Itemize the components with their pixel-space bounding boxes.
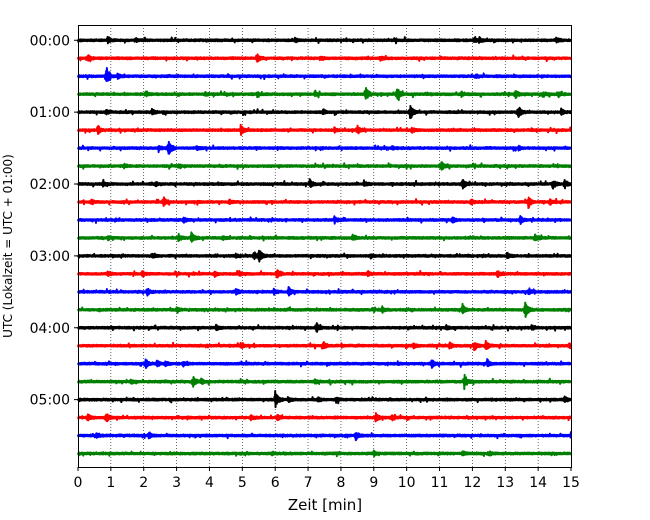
x-tick-label-10: 10 <box>398 475 416 491</box>
trace-04:00 <box>77 322 572 333</box>
trace-01:45 <box>77 161 572 171</box>
x-tick-label-0: 0 <box>74 475 83 491</box>
x-tick-label-13: 13 <box>496 475 514 491</box>
x-tick-label-8: 8 <box>336 475 345 491</box>
x-axis-label: Zeit [min] <box>288 496 362 514</box>
trace-02:30 <box>77 215 572 225</box>
trace-02:15 <box>77 196 572 210</box>
trace-05:00 <box>77 390 572 409</box>
x-tick-label-1: 1 <box>106 475 115 491</box>
trace-02:00 <box>77 178 572 190</box>
y-tick-label-01:00: 01:00 <box>30 105 70 121</box>
x-tick-label-6: 6 <box>271 475 280 491</box>
x-tick-label-5: 5 <box>238 475 247 491</box>
x-tick-label-3: 3 <box>172 475 181 491</box>
trace-group <box>77 35 572 458</box>
plot-frame <box>78 25 572 468</box>
trace-02:45 <box>77 231 572 243</box>
y-tick-label-00:00: 00:00 <box>30 33 70 49</box>
trace-04:45 <box>77 373 572 391</box>
trace-01:30 <box>77 140 572 155</box>
trace-00:15 <box>77 53 572 63</box>
trace-00:00 <box>77 35 572 45</box>
tick-group: 0 1 2 3 4 5 6 7 8 9 10 11 12 13 14 1500:0001:0002:0003:… <box>30 33 580 491</box>
x-tick-label-9: 9 <box>369 475 378 491</box>
x-tick-label-7: 7 <box>304 475 313 491</box>
trace-01:00 <box>77 104 572 120</box>
trace-05:30 <box>77 431 572 442</box>
y-axis-label: UTC (Lokalzeit = UTC + 01:00) <box>1 154 15 338</box>
trace-03:45 <box>77 301 572 318</box>
trace-03:15 <box>77 269 572 279</box>
trace-01:15 <box>77 123 572 136</box>
trace-04:30 <box>77 358 572 370</box>
y-tick-label-03:00: 03:00 <box>30 249 70 265</box>
trace-04:15 <box>77 339 572 352</box>
x-tick-label-11: 11 <box>431 475 449 491</box>
trace-00:30 <box>77 66 572 83</box>
x-tick-label-15: 15 <box>562 475 580 491</box>
trace-00:45 <box>77 87 572 102</box>
x-tick-label-2: 2 <box>139 475 148 491</box>
trace-03:00 <box>77 249 572 263</box>
x-tick-label-14: 14 <box>529 475 547 491</box>
trace-03:30 <box>77 285 572 297</box>
x-tick-label-4: 4 <box>205 475 214 491</box>
trace-05:15 <box>77 412 572 423</box>
trace-05:45 <box>77 449 572 458</box>
y-tick-label-04:00: 04:00 <box>30 321 70 337</box>
x-tick-label-12: 12 <box>463 475 481 491</box>
y-tick-label-05:00: 05:00 <box>30 393 70 409</box>
y-tick-label-02:00: 02:00 <box>30 177 70 193</box>
